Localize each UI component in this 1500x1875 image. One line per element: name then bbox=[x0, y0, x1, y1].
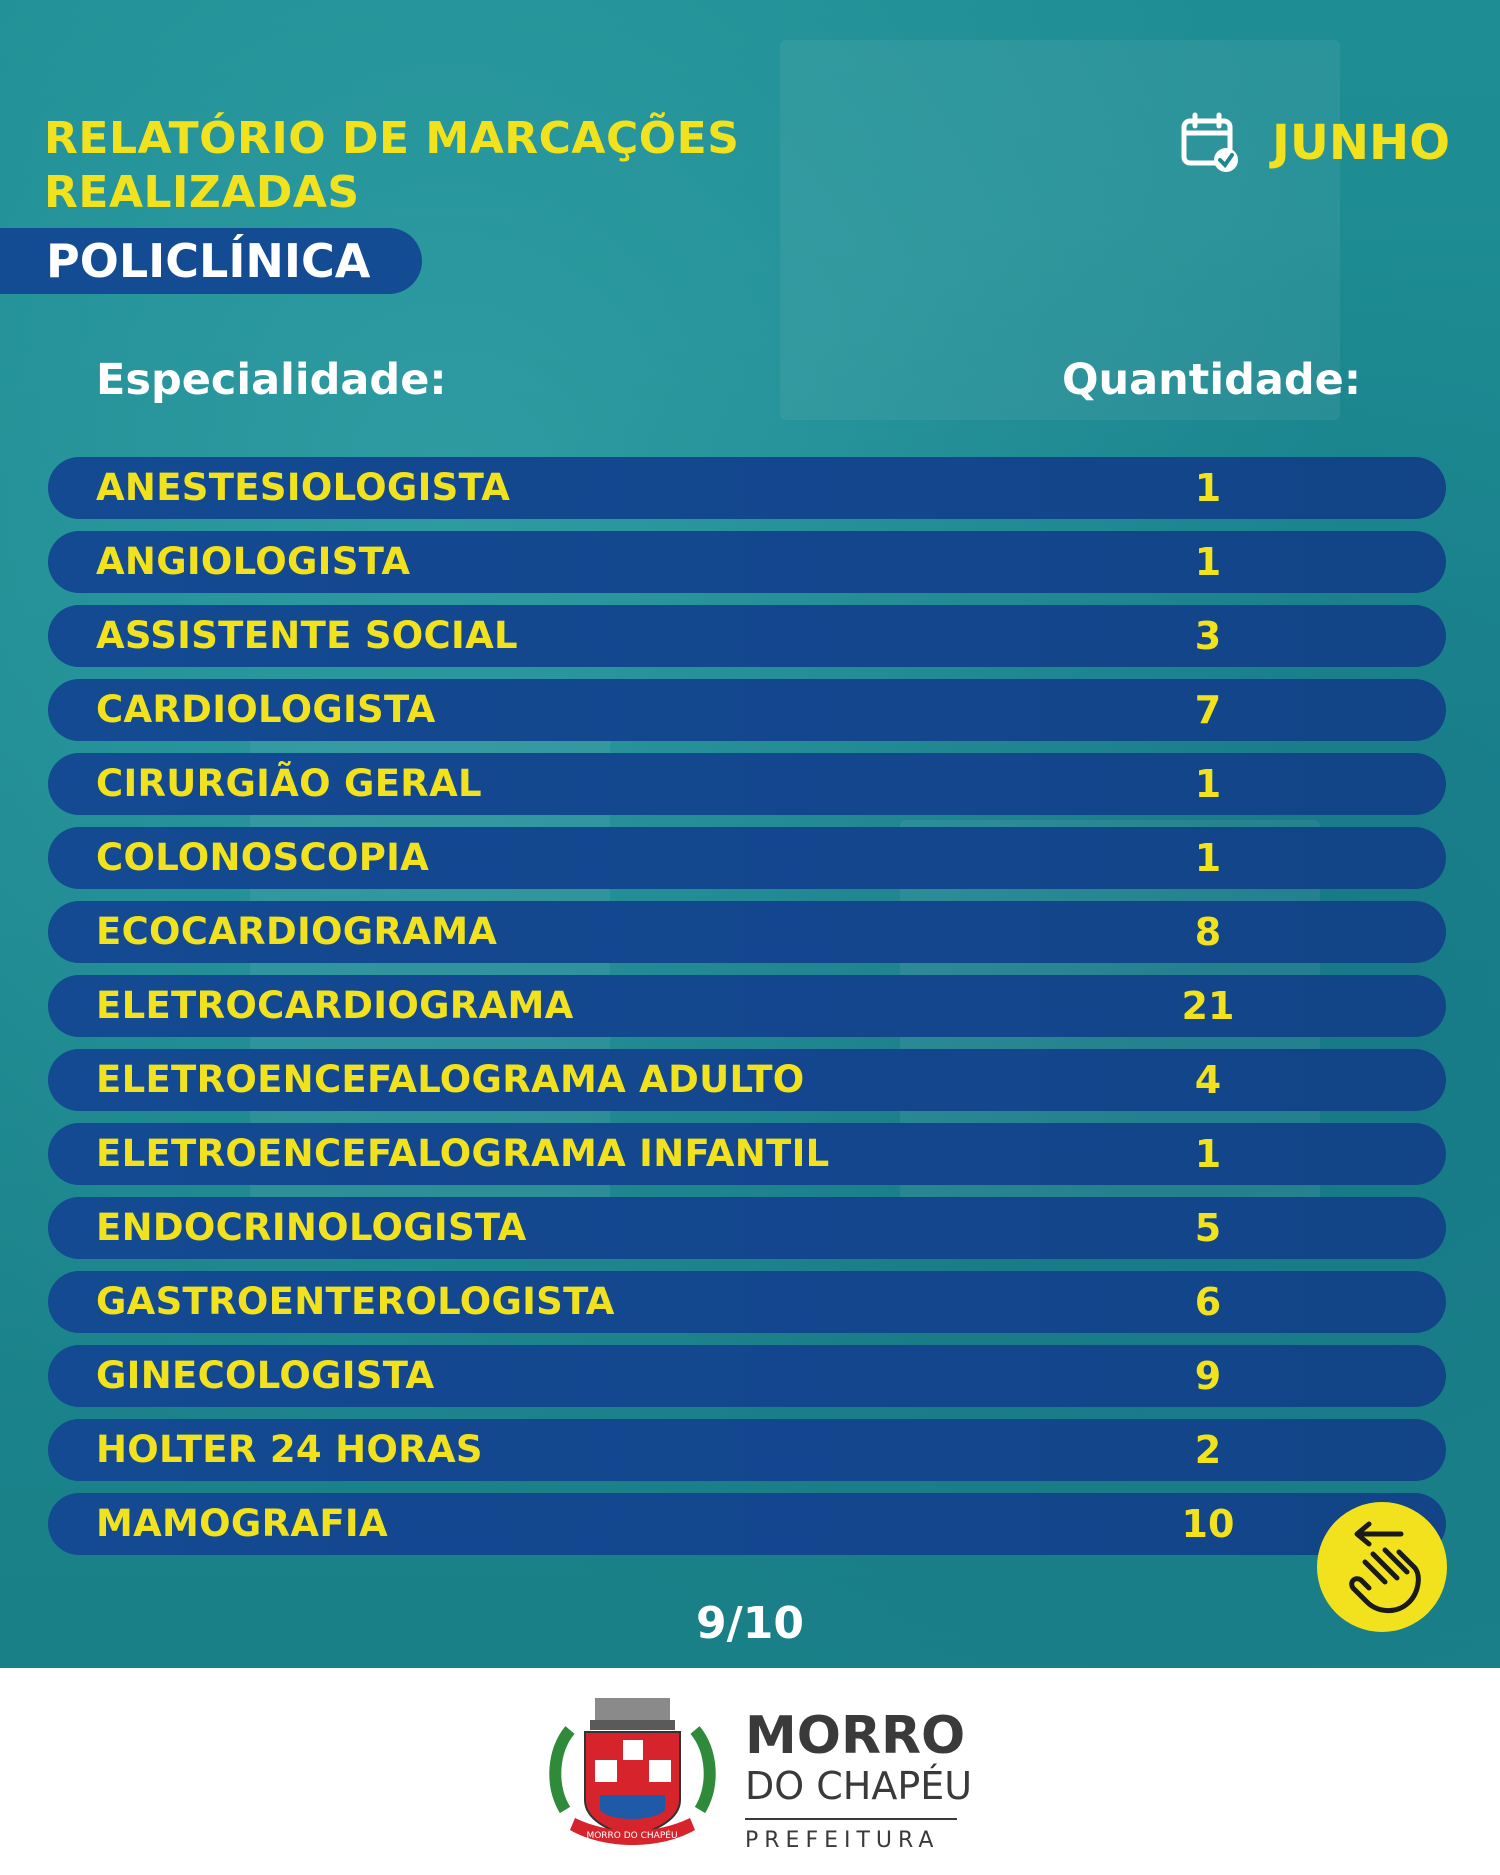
swipe-button[interactable] bbox=[1317, 1502, 1447, 1632]
coat-of-arms-icon: MORRO DO CHAPÉU bbox=[549, 1698, 716, 1845]
specialty-name: HOLTER 24 HORAS bbox=[96, 1428, 483, 1471]
brand-divider bbox=[745, 1818, 957, 1820]
specialty-quantity: 1 bbox=[1194, 466, 1222, 510]
brand-line-1: MORRO bbox=[745, 1706, 966, 1766]
specialty-name: ELETROENCEFALOGRAMA INFANTIL bbox=[96, 1132, 830, 1175]
table-row: ELETROENCEFALOGRAMA ADULTO 4 bbox=[48, 1049, 1446, 1111]
specialty-name: ANESTESIOLOGISTA bbox=[96, 466, 511, 509]
table-row: ELETROCARDIOGRAMA 21 bbox=[48, 975, 1446, 1037]
calendar-check-icon bbox=[1181, 112, 1239, 172]
specialty-name: ELETROCARDIOGRAMA bbox=[96, 984, 574, 1027]
table-row: ANGIOLOGISTA 1 bbox=[48, 531, 1446, 593]
month-label: JUNHO bbox=[1272, 115, 1450, 171]
specialty-quantity: 1 bbox=[1194, 540, 1222, 584]
crest-text: MORRO DO CHAPÉU bbox=[586, 1829, 677, 1841]
table-row: COLONOSCOPIA 1 bbox=[48, 827, 1446, 889]
specialty-quantity: 4 bbox=[1194, 1058, 1222, 1102]
table-row: ENDOCRINOLOGISTA 5 bbox=[48, 1197, 1446, 1259]
specialty-name: COLONOSCOPIA bbox=[96, 836, 430, 879]
specialty-name: ELETROENCEFALOGRAMA ADULTO bbox=[96, 1058, 805, 1101]
table-row: GASTROENTEROLOGISTA 6 bbox=[48, 1271, 1446, 1333]
title-line-1: RELATÓRIO DE MARCAÇÕES bbox=[44, 113, 740, 164]
table-row: HOLTER 24 HORAS 2 bbox=[48, 1419, 1446, 1481]
specialty-name: CARDIOLOGISTA bbox=[96, 688, 436, 731]
table-row: MAMOGRAFIA 10 bbox=[48, 1493, 1446, 1555]
specialty-name: CIRURGIÃO GERAL bbox=[96, 762, 482, 805]
brand-logo: MORRO DO CHAPÉU PREFEITURA bbox=[745, 1710, 972, 1853]
title-line-2: REALIZADAS bbox=[44, 167, 360, 218]
specialty-name: ENDOCRINOLOGISTA bbox=[96, 1206, 527, 1249]
brand-line-2: DO CHAPÉU bbox=[745, 1764, 973, 1808]
page-indicator: 9/10 bbox=[696, 1598, 804, 1649]
swipe-left-hand-icon bbox=[1349, 1521, 1421, 1613]
specialty-quantity: 2 bbox=[1194, 1428, 1222, 1472]
page-title: RELATÓRIO DE MARCAÇÕES REALIZADAS bbox=[44, 112, 739, 220]
table-row: ECOCARDIOGRAMA 8 bbox=[48, 901, 1446, 963]
month-indicator: JUNHO bbox=[1180, 112, 1450, 174]
table-row: GINECOLOGISTA 9 bbox=[48, 1345, 1446, 1407]
specialty-quantity: 3 bbox=[1194, 614, 1222, 658]
specialty-name: ANGIOLOGISTA bbox=[96, 540, 411, 583]
specialty-quantity: 1 bbox=[1194, 762, 1222, 806]
specialty-quantity: 1 bbox=[1194, 836, 1222, 880]
specialty-quantity: 6 bbox=[1194, 1280, 1222, 1324]
specialty-quantity: 9 bbox=[1194, 1354, 1222, 1398]
specialty-name: GASTROENTEROLOGISTA bbox=[96, 1280, 615, 1323]
specialty-name: GINECOLOGISTA bbox=[96, 1354, 435, 1397]
quantity-column-header: Quantidade: bbox=[1062, 355, 1362, 405]
specialty-quantity: 1 bbox=[1194, 1132, 1222, 1176]
specialty-quantity: 8 bbox=[1194, 910, 1222, 954]
table-row: CARDIOLOGISTA 7 bbox=[48, 679, 1446, 741]
specialty-column-header: Especialidade: bbox=[96, 355, 447, 405]
policlinica-badge: POLICLÍNICA bbox=[0, 228, 422, 294]
brand-tagline: PREFEITURA bbox=[745, 1828, 940, 1853]
specialty-quantity: 10 bbox=[1181, 1502, 1235, 1546]
table-row: ELETROENCEFALOGRAMA INFANTIL 1 bbox=[48, 1123, 1446, 1185]
specialty-quantity: 21 bbox=[1181, 984, 1235, 1028]
table-row: ANESTESIOLOGISTA 1 bbox=[48, 457, 1446, 519]
specialty-name: MAMOGRAFIA bbox=[96, 1502, 388, 1545]
specialty-quantity: 5 bbox=[1194, 1206, 1222, 1250]
table-row: CIRURGIÃO GERAL 1 bbox=[48, 753, 1446, 815]
specialty-name: ASSISTENTE SOCIAL bbox=[96, 614, 518, 657]
specialty-quantity: 7 bbox=[1194, 688, 1222, 732]
table-row: ASSISTENTE SOCIAL 3 bbox=[48, 605, 1446, 667]
specialty-table: ANESTESIOLOGISTA 1 ANGIOLOGISTA 1 ASSISTENTE… bbox=[48, 457, 1446, 1567]
background-shape bbox=[780, 40, 1340, 420]
specialty-name: ECOCARDIOGRAMA bbox=[96, 910, 498, 953]
poster-background: RELATÓRIO DE MARCAÇÕES REALIZADAS POLICL… bbox=[0, 0, 1500, 1668]
footer bbox=[0, 1668, 1500, 1875]
